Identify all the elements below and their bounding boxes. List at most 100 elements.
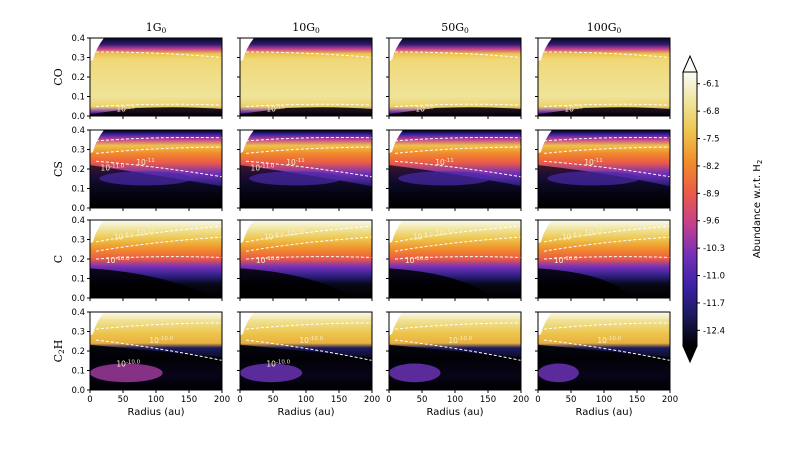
- contour-label: 10-10.0: [256, 256, 280, 265]
- contour-line: [95, 256, 222, 260]
- wedge-region: [389, 220, 403, 244]
- contour-line: [543, 236, 670, 252]
- x-tick-label: 200: [364, 395, 380, 405]
- contour-line: [95, 225, 222, 243]
- contour-line: [394, 322, 521, 330]
- contour-label: 10-11.0: [101, 164, 125, 173]
- x-tick-label: 150: [181, 395, 197, 405]
- contour-label: 10-10: [435, 229, 454, 238]
- colorbar-tick-label: -10.3: [703, 244, 725, 254]
- contour-label: 10-11: [136, 158, 155, 167]
- contour-line: [543, 322, 670, 330]
- x-tick-label: 0: [535, 395, 540, 405]
- contour-label: 10-10: [286, 229, 305, 238]
- x-tick-label: 50: [118, 395, 129, 405]
- y-tick-label: 0.3: [71, 146, 85, 156]
- y-tick-label: 0.0: [71, 294, 85, 304]
- x-tick-label: 0: [87, 395, 92, 405]
- wedge-region: [240, 130, 254, 154]
- contour-line: [394, 225, 521, 243]
- contour-label: 10-10.0: [299, 336, 323, 345]
- contour-line: [245, 103, 372, 108]
- colorbar-tick-label: -11.0: [703, 272, 725, 282]
- wedge-region: [90, 130, 104, 154]
- wedge-region: [90, 220, 104, 244]
- contour-label: 10-10: [136, 229, 155, 238]
- y-tick-label: 0.2: [71, 165, 85, 175]
- panel-1-2: 10-10: [237, 37, 373, 119]
- y-tick-label: 0.1: [71, 93, 85, 103]
- contour-line: [543, 256, 670, 260]
- y-tick-label: 0.4: [71, 34, 85, 44]
- panel-3-2: 10-8.0 10-10 10-10.0: [237, 219, 373, 301]
- row-label-3: C: [52, 255, 65, 263]
- column-title-1: 1G0: [146, 21, 167, 35]
- x-axis-label: Radius (au): [576, 407, 633, 418]
- y-tick-label: 0.4: [71, 126, 85, 136]
- contour-line: [245, 146, 372, 154]
- contour-line: [394, 236, 521, 252]
- colorbar-tick-label: -7.5: [703, 135, 720, 145]
- column-title-4: 100G0: [587, 21, 622, 35]
- contour-line: [245, 136, 372, 142]
- y-tick-label: 0.0: [71, 204, 85, 214]
- y-tick-label: 0.0: [71, 386, 85, 396]
- contour-label: 10-8.0: [114, 233, 135, 242]
- contour-line: [394, 146, 521, 154]
- colorbar-tick-label: -12.4: [703, 326, 725, 336]
- contour-line: [394, 339, 521, 361]
- panel-4-2: 10-10.0 10-10.0 0 50 100 150 200 Radius (au): [237, 311, 380, 418]
- contour-line: [95, 339, 222, 361]
- panel-3-1: 10-8.0 10-10 10-10.0 0.0 0.1 0.2 0.3 0.4: [71, 216, 223, 304]
- contour-label: 10-11: [435, 158, 454, 167]
- contour-label: 10-11.0: [251, 164, 275, 173]
- x-tick-label: 100: [148, 395, 164, 405]
- panel-3-4: 10-8.0 10-10 10-10.0: [535, 219, 671, 301]
- contour-label: 10-8.0: [264, 233, 285, 242]
- contour-label: 10-10: [564, 104, 583, 113]
- x-axis-label: Radius (au): [427, 407, 484, 418]
- contour-label: 10-8.0: [562, 233, 583, 242]
- y-tick-label: 0.3: [71, 328, 85, 338]
- panel-1-1: 10-10 0.0 0.1 0.2 0.3 0.4: [71, 34, 223, 122]
- contour-line: [245, 322, 372, 330]
- x-axis-label: Radius (au): [278, 407, 335, 418]
- wedge-region: [240, 312, 254, 336]
- y-tick-label: 0.4: [71, 216, 85, 226]
- x-tick-label: 200: [214, 395, 230, 405]
- colorbar-label: Abundance w.r.t. H2: [752, 160, 764, 259]
- contour-line: [543, 339, 670, 361]
- y-tick-label: 0.3: [71, 54, 85, 64]
- y-tick-label: 0.1: [71, 367, 85, 377]
- x-tick-label: 150: [331, 395, 347, 405]
- contour-line: [543, 136, 670, 142]
- panel-2-1: 10-11 10-11.0 0.0 0.1 0.2 0.3 0.4: [71, 126, 223, 214]
- contour-label: 10-10: [116, 104, 135, 113]
- contour-line: [245, 339, 372, 361]
- contour-label: 10-8.0: [413, 233, 434, 242]
- contour-line: [95, 136, 222, 142]
- y-tick-label: 0.4: [71, 308, 85, 318]
- x-tick-label: 50: [417, 395, 428, 405]
- contour-label: 10-10.0: [266, 360, 290, 369]
- contour-line: [245, 256, 372, 260]
- contour-label: 10-10: [266, 104, 285, 113]
- contour-line: [95, 322, 222, 330]
- colorbar-tick-label: -6.8: [703, 107, 720, 117]
- contour-line: [245, 51, 372, 58]
- contour-label: 10-10.0: [149, 336, 173, 345]
- colorbar-tick-label: -8.9: [703, 189, 720, 199]
- row-label-4: C2H: [52, 340, 66, 363]
- x-tick-label: 100: [298, 395, 314, 405]
- y-tick-label: 0.3: [71, 236, 85, 246]
- y-tick-label: 0.2: [71, 255, 85, 265]
- x-tick-label: 50: [268, 395, 279, 405]
- contour-label: 10-10.0: [448, 336, 472, 345]
- contour-line: [245, 236, 372, 252]
- x-tick-label: 200: [662, 395, 678, 405]
- colorbar-tick-label: -8.2: [703, 162, 720, 172]
- panel-4-3: 10-10.0 0 50 100 150 200 Radius (au): [386, 311, 529, 418]
- x-tick-label: 150: [629, 395, 645, 405]
- panel-4-4: 10-10.0 0 50 100 150 200 Radius (au): [535, 311, 678, 418]
- contour-line: [394, 160, 521, 178]
